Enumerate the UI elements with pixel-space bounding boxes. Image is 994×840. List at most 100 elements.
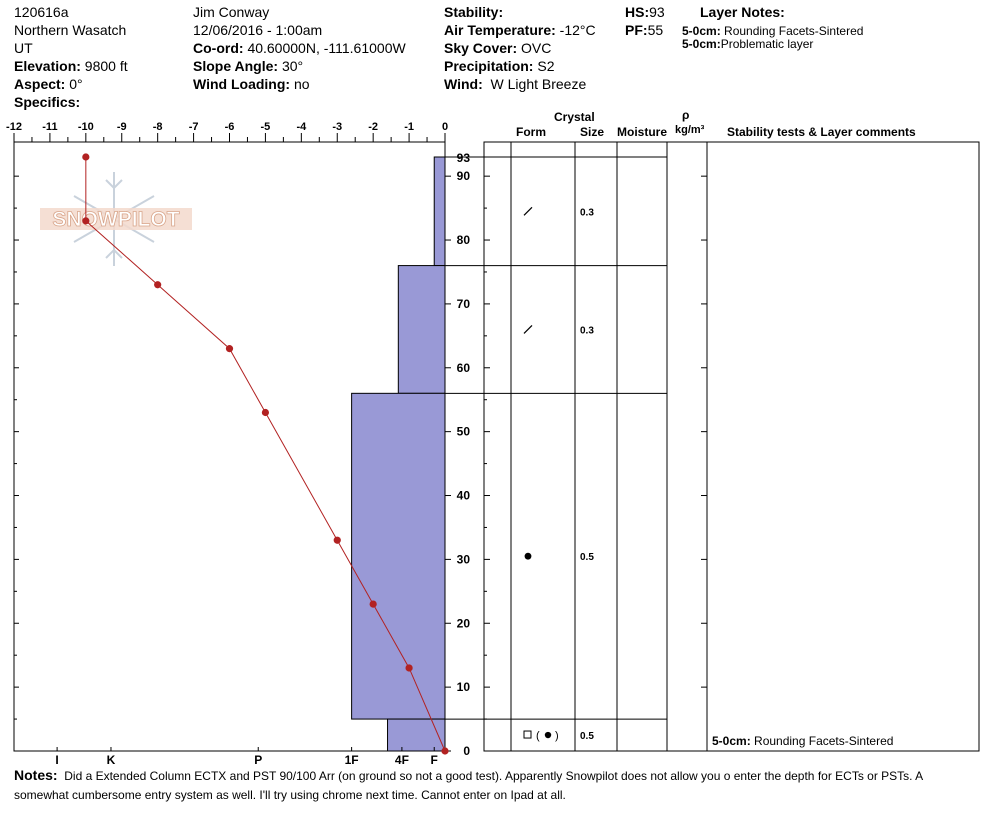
- hardness-bar: [351, 392, 446, 720]
- elevation: Elevation: 9800 ft: [14, 58, 128, 75]
- temperature-point: [225, 345, 234, 353]
- paren-open-glyph: (: [536, 730, 540, 742]
- depth-tick-label: 60: [457, 361, 471, 375]
- layer-note-text: Rounding Facets-Sintered: [724, 24, 864, 38]
- decomposing-slash-icon: [523, 206, 533, 216]
- precip-label: Precipitation:: [444, 58, 534, 74]
- depth-tick-label: 0: [463, 744, 470, 758]
- aspect: Aspect: 0°: [14, 76, 83, 93]
- air-temp-value: -12°C: [559, 22, 596, 38]
- coordinates: Co-ord: 40.60000N, -111.61000W: [193, 40, 406, 57]
- elevation-label: Elevation:: [14, 58, 81, 74]
- layer-comment-depth: 5-0cm:: [712, 734, 751, 748]
- temp-tick-label: -1: [404, 121, 414, 133]
- air-temp-label: Air Temperature:: [444, 22, 556, 38]
- moisture-header: Moisture: [617, 125, 668, 139]
- layer-size: 0.5: [580, 731, 594, 742]
- layer-comment: 5-0cm: Rounding Facets-Sintered: [712, 734, 893, 748]
- layer-notes-title: Layer Notes:: [700, 4, 785, 20]
- hardness-label: F: [431, 753, 438, 767]
- size-header: Size: [580, 125, 605, 139]
- datetime: 12/06/2016 - 1:00am: [193, 22, 323, 38]
- pf-label: PF:: [625, 22, 648, 38]
- temp-tick-label: -12: [6, 121, 22, 133]
- notes: Notes: Did a Extended Column ECTX and PS…: [14, 766, 974, 805]
- temperature-point: [333, 536, 341, 544]
- air-temperature: Air Temperature: -12°C: [444, 22, 596, 39]
- temperature-point: [82, 217, 90, 225]
- depth-tick-label: 20: [457, 616, 471, 630]
- depth-tick-label: 40: [457, 489, 471, 503]
- slope-value: 30°: [281, 58, 304, 74]
- temp-tick-label: -2: [368, 121, 378, 133]
- temp-tick-label: -7: [189, 121, 199, 133]
- wind-loading-label: Wind Loading:: [193, 76, 291, 92]
- region: Northern Wasatch: [14, 22, 127, 38]
- elevation-value: 9800 ft: [84, 58, 128, 74]
- wind-loading: Wind Loading: no: [193, 76, 310, 93]
- layer-table-frame: [483, 141, 980, 752]
- observer: Jim Conway: [193, 4, 270, 20]
- precip-value: S2: [537, 58, 555, 74]
- specifics: Specifics:: [14, 94, 80, 111]
- hs-value: 93: [649, 4, 665, 20]
- temperature-point: [261, 408, 270, 417]
- depth-tick-label: 10: [457, 680, 471, 694]
- temp-tick-label: -5: [261, 121, 271, 133]
- temperature-point: [369, 600, 377, 608]
- hs-label: HS:: [625, 4, 650, 20]
- depth-tick-label: 30: [457, 552, 471, 566]
- wind-loading-value: no: [293, 76, 310, 92]
- pf: PF:55: [625, 22, 663, 39]
- wind-value: W Light Breeze: [490, 76, 587, 92]
- depth-tick-label: 90: [457, 169, 471, 183]
- layer-size: 0.3: [580, 325, 594, 336]
- logo-band: [40, 208, 192, 230]
- layer-size: 0.3: [580, 207, 594, 218]
- snowpilot-logo: SNOWPILOT: [40, 172, 192, 266]
- precipitation: Precipitation: S2: [444, 58, 554, 75]
- notes-text: Did a Extended Column ECTX and PST 90/10…: [14, 769, 923, 802]
- depth-tick-label: 50: [457, 425, 471, 439]
- temperature-point: [154, 281, 162, 289]
- site-id: 120616a: [14, 4, 69, 20]
- temp-tick-label: -3: [332, 121, 342, 133]
- density-rho: ρ: [682, 108, 690, 122]
- temperature-point: [405, 664, 413, 672]
- stability: Stability:: [444, 4, 503, 21]
- sky-label: Sky Cover:: [444, 40, 518, 56]
- slope-angle: Slope Angle: 30°: [193, 58, 303, 75]
- notes-label: Notes:: [14, 767, 58, 783]
- coord-label: Co-ord:: [193, 40, 244, 56]
- layer-size: 0.5: [580, 552, 594, 563]
- hs: HS:93: [625, 4, 665, 21]
- temp-tick-label: -6: [225, 121, 235, 133]
- temp-tick-label: -11: [42, 121, 57, 133]
- temp-tick-label: -9: [117, 121, 127, 133]
- temp-tick-label: -4: [296, 121, 307, 133]
- layer-note: 5-0cm:Problematic layer: [682, 37, 813, 51]
- sky-value: OVC: [521, 40, 552, 56]
- slope-label: Slope Angle:: [193, 58, 279, 74]
- hardness-label: I: [55, 753, 58, 767]
- temperature-point: [441, 747, 449, 755]
- decomposing-slash-icon: [523, 325, 533, 334]
- wind-label: Wind:: [444, 76, 483, 92]
- layer-note: 5-0cm: Rounding Facets-Sintered: [682, 24, 863, 38]
- hardness-label: K: [107, 753, 116, 767]
- temp-tick-label: -10: [78, 121, 94, 133]
- temp-tick-label: -8: [153, 121, 163, 133]
- aspect-label: Aspect:: [14, 76, 66, 92]
- density-unit: kg/m³: [675, 124, 705, 136]
- layer-comment-text: Rounding Facets-Sintered: [754, 734, 894, 748]
- wind: Wind: W Light Breeze: [444, 76, 586, 93]
- hardness-bar: [387, 718, 446, 752]
- specifics-label: Specifics:: [14, 94, 81, 110]
- logo-text: SNOWPILOT: [52, 208, 179, 231]
- sky-cover: Sky Cover: OVC: [444, 40, 551, 57]
- hardness-bar: [397, 265, 446, 394]
- faceted-rounding-icon: [523, 730, 532, 739]
- temperature-point: [82, 153, 90, 161]
- layer-note-depth: 5-0cm:: [682, 37, 721, 51]
